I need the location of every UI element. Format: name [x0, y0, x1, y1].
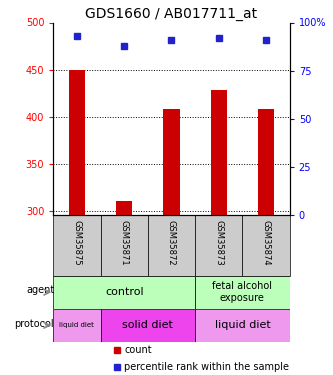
Text: GSM35873: GSM35873 — [214, 220, 223, 266]
Text: GSM35874: GSM35874 — [261, 220, 271, 266]
Title: GDS1660 / AB017711_at: GDS1660 / AB017711_at — [86, 8, 257, 21]
Text: count: count — [124, 345, 152, 355]
Text: liquid diet: liquid diet — [214, 320, 270, 330]
Text: GSM35875: GSM35875 — [72, 220, 82, 266]
Text: GSM35872: GSM35872 — [167, 220, 176, 266]
Text: fetal alcohol
exposure: fetal alcohol exposure — [212, 281, 272, 303]
Text: protocol: protocol — [15, 319, 54, 328]
Bar — [163, 109, 180, 215]
Bar — [101, 309, 195, 342]
Bar — [195, 276, 290, 309]
Bar — [210, 90, 227, 215]
Bar — [195, 215, 242, 276]
Text: percentile rank within the sample: percentile rank within the sample — [124, 362, 289, 372]
Bar — [53, 309, 101, 342]
Bar — [195, 309, 290, 342]
Bar — [148, 215, 195, 276]
Text: GSM35871: GSM35871 — [120, 220, 129, 266]
Bar — [101, 215, 148, 276]
Bar — [242, 215, 290, 276]
Text: liquid diet: liquid diet — [60, 322, 94, 328]
Bar — [53, 215, 101, 276]
Text: control: control — [105, 287, 144, 297]
Bar — [53, 276, 195, 309]
Text: solid diet: solid diet — [123, 320, 173, 330]
Bar — [258, 109, 274, 215]
Text: agent: agent — [26, 285, 54, 296]
Bar — [116, 201, 133, 215]
Bar — [69, 69, 85, 215]
